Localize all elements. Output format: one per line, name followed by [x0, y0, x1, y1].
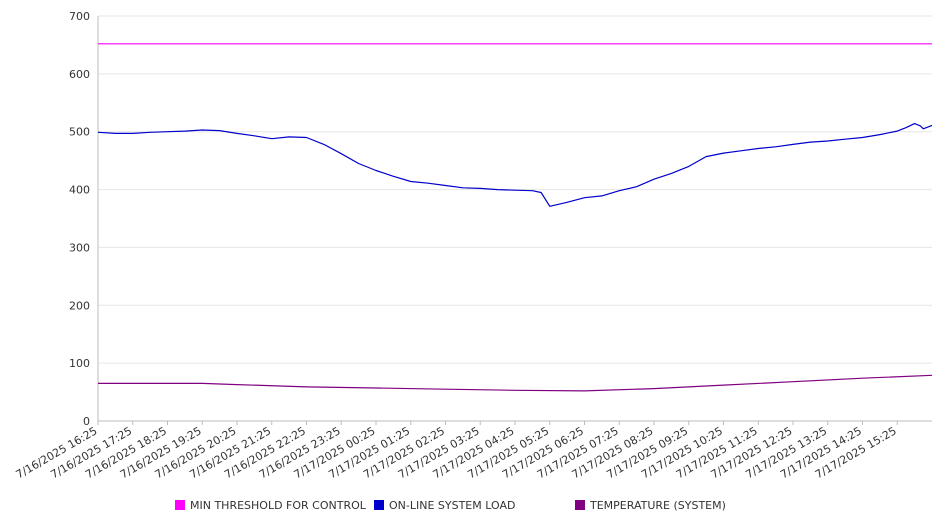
- series-lines: [97, 43, 933, 392]
- legend-label: ON-LINE SYSTEM LOAD: [389, 499, 515, 512]
- series-line-1: [97, 123, 933, 207]
- y-tick-label: 600: [69, 68, 90, 81]
- axes: [97, 16, 932, 425]
- series-line-2: [98, 374, 933, 392]
- legend-label: TEMPERATURE (SYSTEM): [589, 499, 726, 512]
- x-tick-labels: 7/16/2025 16:257/16/2025 17:257/16/2025 …: [14, 424, 899, 481]
- y-tick-label: 100: [69, 357, 90, 370]
- y-tick-label: 0: [83, 415, 90, 428]
- y-tick-labels: 0 100 200 300 400 500 600 700: [69, 10, 90, 428]
- y-tick-label: 500: [69, 126, 90, 139]
- gridlines: [98, 15, 932, 364]
- y-tick-label: 200: [69, 299, 90, 312]
- legend-swatch: [575, 500, 585, 510]
- y-tick-label: 700: [69, 10, 90, 23]
- legend-swatch: [175, 500, 185, 510]
- y-tick-label: 300: [69, 241, 90, 254]
- legend-label: MIN THRESHOLD FOR CONTROL: [190, 499, 367, 512]
- legend: MIN THRESHOLD FOR CONTROL ON-LINE SYSTEM …: [175, 499, 726, 512]
- legend-swatch: [374, 500, 384, 510]
- y-tick-label: 400: [69, 184, 90, 197]
